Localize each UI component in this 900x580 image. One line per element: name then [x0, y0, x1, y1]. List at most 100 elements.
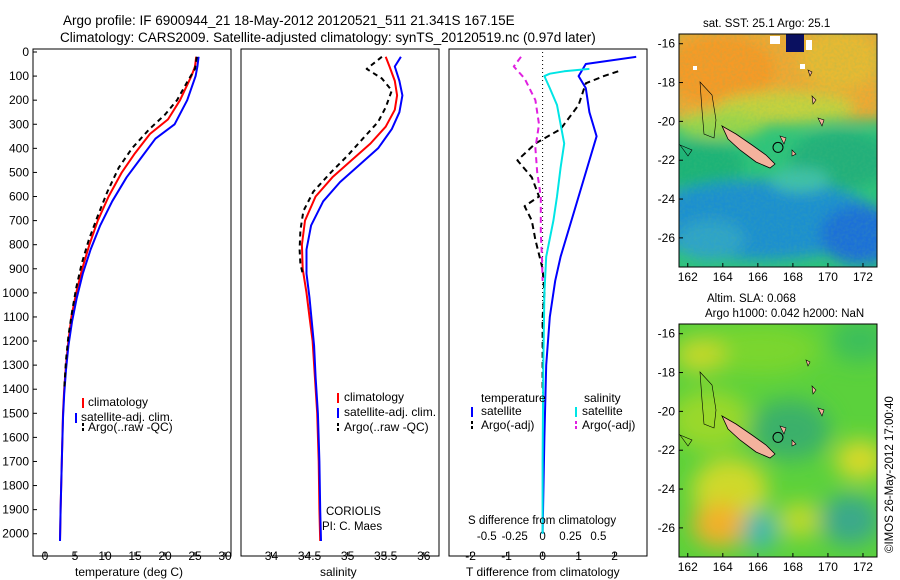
lat-tick-label: -20 [658, 404, 676, 418]
legend-label-argo: Argo(..raw -QC) [88, 420, 173, 434]
x-tick-label: 35 [341, 549, 355, 563]
sla-map-frame [678, 323, 878, 558]
series-line-argo-raw-qc [298, 56, 393, 274]
depth-tick-label: 1600 [2, 430, 29, 444]
legend-label-s-argo: Argo(-adj) [582, 418, 635, 432]
sst-reef-outline [699, 81, 717, 139]
salinity-panel: 34 34.5 35 35.5 36 salinity climatology sate… [240, 48, 440, 579]
sla-map-title: Altim. SLA: 0.068 [707, 293, 796, 305]
pi-label: PI: C. Maes [322, 521, 382, 533]
x-tick-label: 10 [98, 549, 112, 563]
x-tick-label: 34 [265, 549, 279, 563]
depth-tick-label: 800 [9, 238, 29, 252]
depth-tick-label: 1300 [2, 358, 29, 372]
title-line-1: Argo profile: IF 6900944_21 18-May-2012 … [63, 13, 515, 28]
lon-tick-label: 172 [853, 270, 873, 284]
lon-tick-label: 164 [713, 560, 733, 574]
sla-map-panel: Altim. SLA: 0.068 Argo h1000: 0.042 h200… [658, 293, 878, 574]
series-line-s-argo-adj [512, 56, 544, 281]
lon-tick-label: 162 [678, 560, 698, 574]
s-tick-label: -0.5 [477, 531, 497, 543]
x-tick-label: -1 [501, 549, 512, 563]
sla-map-axes: 162 164 166 168 170 172 -16 -18 -20 -22 -24 -26 [658, 327, 874, 574]
t-difference-x-axis: -2 -1 0 1 2 [465, 549, 618, 563]
lon-tick-label: 170 [818, 560, 838, 574]
difference-axes-box [448, 48, 648, 557]
temperature-panel: 0100200300400500600700800900100011001200… [2, 45, 232, 579]
depth-tick-label: 1100 [3, 310, 29, 324]
depth-tick-label: 200 [9, 93, 29, 107]
legend-label-s-satellite: satellite [582, 404, 623, 418]
lat-tick-label: -18 [658, 366, 676, 380]
depth-tick-label: 1400 [2, 382, 29, 396]
legend-label-argo: Argo(..raw -QC) [344, 420, 429, 434]
depth-tick-label: 1000 [2, 286, 29, 300]
depth-tick-label: 900 [9, 262, 29, 276]
sst-missing-data-patch [786, 34, 804, 52]
x-tick-label: 15 [128, 549, 142, 563]
sst-heatmap [679, 34, 877, 267]
legend-header-temperature: temperature [481, 391, 546, 405]
difference-legend: temperature salinity satellite Argo(-adj… [471, 391, 635, 432]
lat-tick-label: -26 [658, 231, 676, 245]
lon-tick-label: 168 [783, 270, 803, 284]
sst-new-caledonia-island [721, 125, 776, 169]
sla-argo-position-marker [772, 431, 784, 443]
lat-tick-label: -18 [658, 76, 676, 90]
t-difference-xlabel: T difference from climatology [466, 565, 620, 579]
sst-map-axes: 162 164 166 168 170 172 -16 -18 -20 -22 -24 -26 [658, 37, 874, 284]
depth-tick-label: 1700 [2, 454, 29, 468]
temperature-series [59, 56, 200, 542]
x-tick-label: 25 [188, 549, 202, 563]
lat-tick-label: -16 [658, 327, 676, 341]
lon-tick-label: 166 [748, 560, 768, 574]
lat-tick-label: -22 [658, 153, 676, 167]
lon-tick-label: 164 [713, 270, 733, 284]
x-tick-label: 5 [72, 549, 79, 563]
x-tick-label: -2 [465, 549, 476, 563]
legend-label-t-argo: Argo(-adj) [481, 418, 534, 432]
s-tick-label: -0.25 [502, 531, 528, 543]
depth-tick-label: 2000 [2, 527, 29, 541]
s-tick-label: 0.25 [559, 531, 581, 543]
depth-tick-label: 0 [22, 45, 29, 59]
x-tick-label: 0 [42, 549, 49, 563]
lon-tick-label: 162 [678, 270, 698, 284]
lat-tick-label: -16 [658, 37, 676, 51]
depth-tick-label: 1500 [2, 406, 29, 420]
lat-tick-label: -22 [658, 443, 676, 457]
lon-tick-label: 168 [783, 560, 803, 574]
s-difference-label: S difference from climatology [468, 515, 616, 527]
depth-tick-label: 300 [9, 117, 29, 131]
x-tick-label: 35.5 [374, 549, 398, 563]
depth-tick-label: 500 [9, 165, 29, 179]
s-tick-label: 0 [539, 531, 545, 543]
series-line-argo-raw-qc [63, 56, 198, 390]
depth-tick-label: 400 [9, 141, 29, 155]
imos-timestamp: ©IMOS 26-May-2012 17:00:40 [884, 396, 896, 553]
x-tick-label: 34.5 [298, 549, 322, 563]
x-tick-label: 2 [611, 549, 618, 563]
lat-tick-label: -26 [658, 521, 676, 535]
depth-axis: 0 100 200 300 400 500 600 700 800 900 1000 1100 1200… [2, 45, 37, 541]
title-line-2: Climatology: CARS2009. Satellite-adjuste… [60, 30, 596, 45]
series-line-s-satellite [541, 67, 590, 534]
salinity-xlabel: salinity [320, 565, 357, 579]
lat-tick-label: -24 [658, 192, 676, 206]
temperature-axes-box [32, 48, 232, 557]
salinity-x-axis: 34 34.5 35 35.5 36 [265, 549, 431, 563]
x-tick-label: 30 [218, 549, 232, 563]
depth-tick-label: 600 [9, 190, 29, 204]
legend-label-climatology: climatology [344, 390, 404, 404]
salinity-legend: climatology satellite-adj. clim. Argo(..… [337, 390, 436, 434]
sst-map-frame [678, 33, 878, 268]
depth-tick-label: 1200 [2, 334, 29, 348]
temperature-x-axis: 0 5 10 15 20 25 30 [42, 549, 232, 563]
sla-new-caledonia-island [721, 415, 776, 459]
series-line-satellite-adj-clim [59, 56, 200, 542]
sst-map-panel: sat. SST: 25.1 Argo: 25.1 [658, 18, 878, 284]
lon-tick-label: 170 [818, 270, 838, 284]
x-tick-label: 0 [539, 549, 546, 563]
sst-argo-position-marker [772, 141, 784, 153]
